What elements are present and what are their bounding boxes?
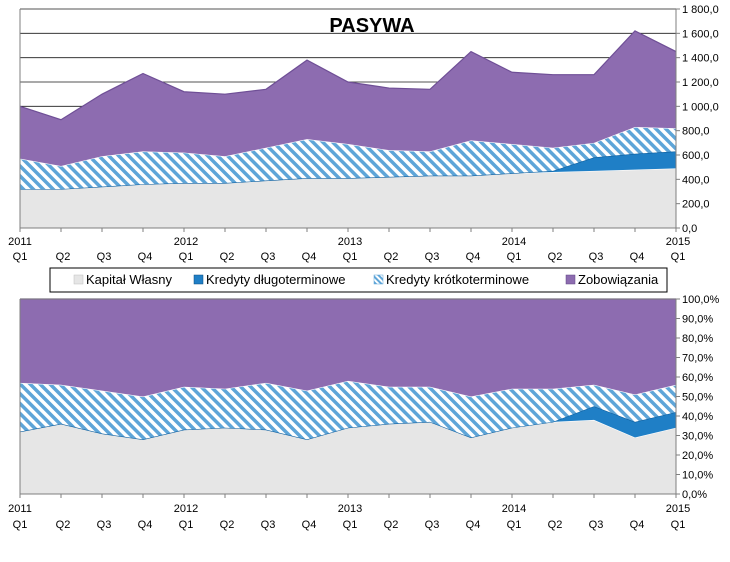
x-tick-label-quarter: Q3 — [97, 251, 112, 263]
top-stacked-areas — [19, 30, 677, 228]
x-tick-label-year: 2014 — [502, 503, 526, 515]
purple-square-icon — [565, 274, 576, 285]
x-tick-label-quarter: Q3 — [425, 251, 440, 263]
x-tick-label-quarter: Q1 — [13, 519, 28, 531]
top-x-tick-labels: Q1 Q2 Q3 Q4 Q1 Q2 Q3 Q4 Q1 Q2 Q3 Q4 Q1 Q2 Q3 Q4 Q1 2011 20… — [8, 236, 690, 263]
x-tick-label-quarter: Q4 — [466, 251, 481, 263]
x-tick-label-quarter: Q4 — [630, 519, 645, 531]
x-tick-label-quarter: Q3 — [261, 251, 276, 263]
x-tick-label-year: 2011 — [8, 236, 32, 248]
y-tick-label: 100,0% — [682, 294, 720, 306]
x-tick-label-quarter: Q3 — [261, 519, 276, 531]
x-tick-label-year: 2015 — [666, 503, 690, 515]
x-tick-label-quarter: Q2 — [56, 519, 71, 531]
hatched-square-icon — [373, 274, 384, 285]
y-tick-label: 0,0 — [682, 223, 697, 235]
x-tick-label-quarter: Q3 — [589, 251, 604, 263]
x-tick-label-quarter: Q2 — [384, 251, 399, 263]
zobowiazania-area — [20, 30, 676, 166]
pasywa-percent-chart: 0,0% 10,0% 20,0% 30,0% 40,0% 50,0% 60,0% 70,0% 8… — [8, 294, 719, 531]
x-tick-label-year: 2013 — [338, 503, 362, 515]
y-tick-label: 60,0% — [682, 372, 713, 384]
legend-item-kapital: Kapitał Własny — [73, 272, 172, 287]
y-tick-label: 40,0% — [682, 411, 713, 423]
x-tick-label-quarter: Q2 — [56, 251, 71, 263]
zobowiazania-edge — [19, 30, 677, 121]
x-tick-label-quarter: Q1 — [343, 251, 358, 263]
x-tick-label-year: 2012 — [174, 503, 198, 515]
y-tick-label: 20,0% — [682, 450, 713, 462]
y-tick-label: 1 400,0 — [682, 53, 719, 65]
y-tick-label: 600,0 — [682, 150, 710, 162]
legend-label-kredyty-dlugo: Kredyty długoterminowe — [206, 272, 345, 287]
x-tick-label-quarter: Q3 — [589, 519, 604, 531]
y-tick-label: 800,0 — [682, 126, 710, 138]
x-tick-label-quarter: Q1 — [179, 251, 194, 263]
bottom-y-tick-labels: 0,0% 10,0% 20,0% 30,0% 40,0% 50,0% 60,0% 70,0% 8… — [682, 294, 720, 501]
x-tick-label-quarter: Q1 — [13, 251, 28, 263]
x-tick-label-quarter: Q1 — [343, 519, 358, 531]
legend-item-kredyty-dlugo: Kredyty długoterminowe — [193, 272, 345, 287]
bottom-x-tick-labels: Q1 Q2 Q3 Q4 Q1 Q2 Q3 Q4 Q1 Q2 Q3 Q4 Q1 Q2 Q3 Q4 Q1 2011 20… — [8, 503, 690, 531]
x-tick-label-quarter: Q1 — [179, 519, 194, 531]
legend: Kapitał Własny Kredyty długoterminowe Kr… — [49, 267, 668, 293]
y-tick-label: 90,0% — [682, 314, 713, 326]
y-tick-label: 1 600,0 — [682, 28, 719, 40]
x-tick-label-quarter: Q3 — [97, 519, 112, 531]
x-tick-label-quarter: Q4 — [466, 519, 481, 531]
y-tick-label: 1 800,0 — [682, 4, 719, 16]
kapital-area — [20, 419, 676, 494]
x-tick-label-quarter: Q4 — [138, 519, 153, 531]
chart-title: PASYWA — [329, 15, 414, 37]
kredyty-krotko-area — [20, 127, 676, 190]
light-gray-square-icon — [73, 274, 84, 285]
top-axes — [19, 8, 680, 232]
x-tick-label-quarter: Q4 — [630, 251, 645, 263]
y-tick-label: 0,0% — [682, 489, 707, 501]
y-tick-label: 1 000,0 — [682, 101, 719, 113]
x-tick-label-quarter: Q2 — [548, 519, 563, 531]
legend-label-zobowiazania: Zobowiązania — [578, 272, 659, 287]
legend-frame — [49, 267, 668, 293]
bottom-axes — [19, 298, 680, 498]
pasywa-absolute-chart: 0,0 200,0 400,0 600,0 800,0 1 000,0 1 200,0 1 4… — [8, 4, 719, 263]
zobowiazania-area — [20, 299, 676, 397]
x-tick-label-quarter: Q4 — [302, 519, 317, 531]
y-tick-label: 70,0% — [682, 353, 713, 365]
x-tick-label-quarter: Q4 — [138, 251, 153, 263]
y-tick-label: 30,0% — [682, 431, 713, 443]
x-tick-label-quarter: Q3 — [425, 519, 440, 531]
x-tick-label-quarter: Q2 — [220, 251, 235, 263]
x-tick-label-quarter: Q2 — [384, 519, 399, 531]
x-tick-label-quarter: Q2 — [548, 251, 563, 263]
x-tick-label-year: 2013 — [338, 236, 362, 248]
y-tick-label: 1 200,0 — [682, 77, 719, 89]
y-tick-label: 10,0% — [682, 470, 713, 482]
legend-label-kredyty-krotko: Kredyty krótkoterminowe — [386, 272, 529, 287]
bottom-stacked-areas — [19, 298, 677, 494]
blue-square-icon — [193, 274, 204, 285]
y-tick-label: 200,0 — [682, 199, 710, 211]
legend-item-zobowiazania: Zobowiązania — [565, 272, 659, 287]
x-tick-label-quarter: Q1 — [507, 251, 522, 263]
kredyty-krotko-area — [20, 380, 676, 440]
x-tick-label-quarter: Q4 — [302, 251, 317, 263]
x-tick-label-quarter: Q1 — [671, 519, 686, 531]
legend-item-kredyty-krotko: Kredyty krótkoterminowe — [373, 272, 529, 287]
x-tick-label-year: 2012 — [174, 236, 198, 248]
x-tick-label-quarter: Q1 — [671, 251, 686, 263]
x-tick-label-year: 2011 — [8, 503, 32, 515]
top-y-tick-labels: 0,0 200,0 400,0 600,0 800,0 1 000,0 1 200,0 1 4… — [682, 4, 719, 235]
y-tick-label: 80,0% — [682, 333, 713, 345]
legend-label-kapital: Kapitał Własny — [86, 272, 172, 287]
y-tick-label: 400,0 — [682, 174, 710, 186]
y-tick-label: 50,0% — [682, 392, 713, 404]
x-tick-label-year: 2014 — [502, 236, 526, 248]
x-tick-label-year: 2015 — [666, 236, 690, 248]
x-tick-label-quarter: Q2 — [220, 519, 235, 531]
x-tick-label-quarter: Q1 — [507, 519, 522, 531]
